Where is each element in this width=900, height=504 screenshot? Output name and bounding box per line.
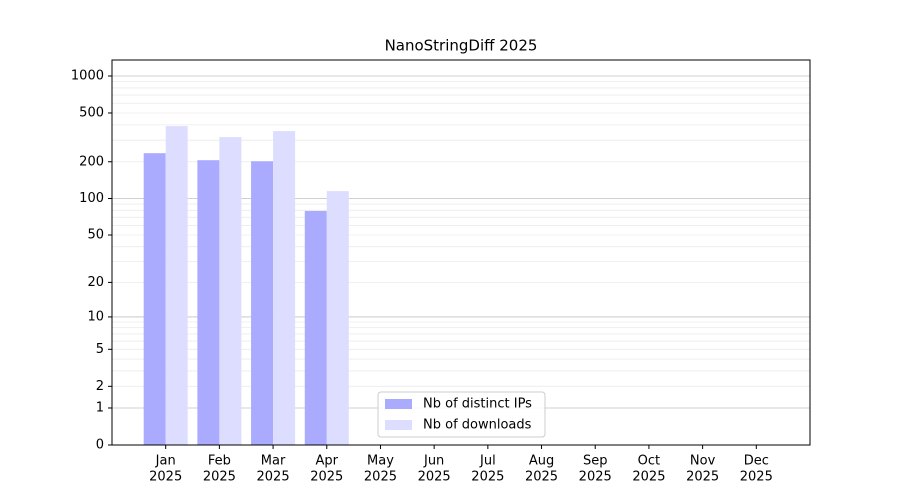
x-tick-label: 2025 [149, 470, 182, 485]
y-tick-label: 5 [96, 342, 104, 357]
x-tick-label: 2025 [686, 470, 719, 485]
y-tick-label: 10 [87, 309, 104, 324]
y-tick-label: 50 [87, 228, 104, 243]
y-tick-label: 0 [96, 438, 104, 453]
x-tick-label: 2025 [364, 470, 397, 485]
y-tick-label: 1000 [71, 69, 104, 84]
x-tick-label: 2025 [632, 470, 665, 485]
x-tick-label: Nov [690, 454, 716, 469]
y-tick-label: 1 [96, 400, 104, 415]
bar [273, 131, 296, 445]
x-tick-label: Mar [261, 454, 286, 469]
x-tick-label: Apr [316, 454, 339, 469]
legend-swatch [385, 399, 412, 409]
y-tick-label: 100 [79, 191, 104, 206]
x-tick-label: 2025 [579, 470, 612, 485]
legend-box [377, 391, 546, 438]
legend-label: Nb of downloads [423, 418, 532, 433]
x-tick-label: 2025 [418, 470, 451, 485]
bar [143, 153, 166, 445]
y-tick-label: 200 [79, 154, 104, 169]
x-tick-label: 2025 [471, 470, 504, 485]
x-tick-label: 2025 [525, 470, 558, 485]
x-tick-label: Oct [638, 454, 660, 469]
x-tick-label: 2025 [310, 470, 343, 485]
bar [197, 160, 220, 446]
x-tick-label: Dec [744, 454, 769, 469]
plot-frame [111, 59, 811, 446]
x-tick-label: Jun [423, 454, 444, 469]
y-tick-label: 2 [96, 379, 104, 394]
legend-label: Nb of distinct IPs [423, 397, 532, 412]
x-tick-label: Sep [583, 454, 608, 469]
bar [304, 210, 327, 445]
x-tick-label: May [367, 454, 394, 469]
bar [165, 126, 188, 446]
x-tick-label: Jul [479, 454, 496, 469]
bar [326, 191, 349, 445]
y-tick-label: 500 [79, 105, 104, 120]
legend: Nb of distinct IPs Nb of downloads [377, 391, 546, 438]
x-tick-label: 2025 [203, 470, 236, 485]
legend-swatch [385, 420, 412, 430]
bar [251, 161, 274, 445]
y-tick-label: 20 [87, 275, 104, 290]
x-tick-label: 2025 [257, 470, 290, 485]
x-tick-label: Feb [208, 454, 231, 469]
x-tick-label: Jan [155, 454, 176, 469]
x-tick-label: 2025 [740, 470, 773, 485]
chart-title: NanoStringDiff 2025 [385, 37, 538, 55]
x-tick-label: Aug [529, 454, 554, 469]
bar [219, 137, 242, 445]
